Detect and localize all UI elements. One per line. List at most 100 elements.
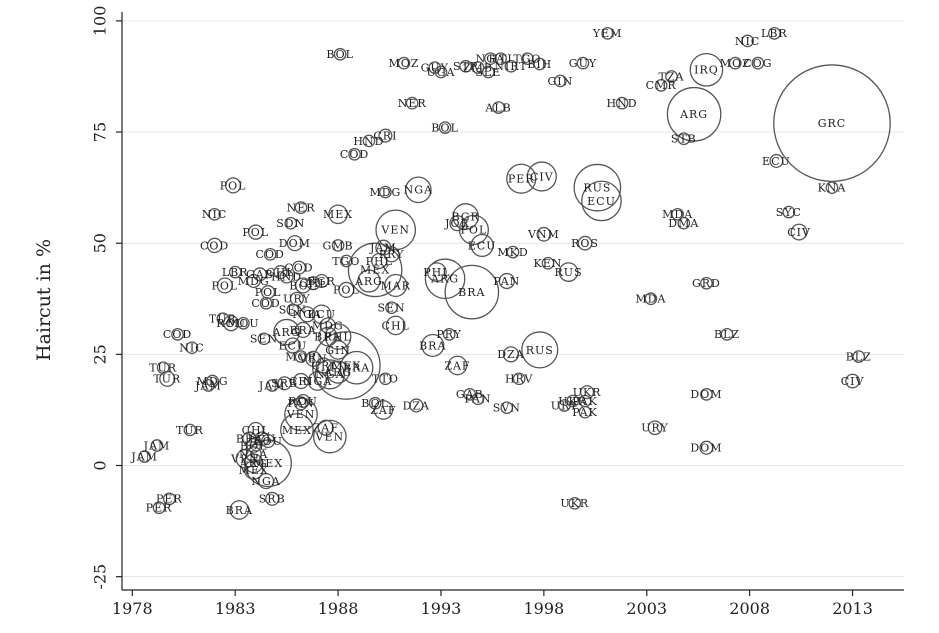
point-label: MEX xyxy=(253,457,283,470)
point-label: VEN xyxy=(315,430,345,443)
point-label: PRY xyxy=(436,328,462,341)
data-bubble xyxy=(294,201,308,214)
point-label: ZAF xyxy=(370,404,396,417)
point-label: POL xyxy=(212,279,239,292)
point-label: TUR xyxy=(149,362,177,375)
data-bubble xyxy=(601,26,615,40)
data-bubble xyxy=(504,59,518,73)
data-bubble xyxy=(536,226,552,242)
point-label: POL xyxy=(220,179,247,192)
point-label: TUR xyxy=(153,373,181,386)
point-label: CMR xyxy=(646,79,677,92)
bubbles xyxy=(138,26,891,520)
point-label: HND xyxy=(353,135,384,148)
point-label: SDN xyxy=(276,217,305,230)
point-label: GAB xyxy=(246,268,274,281)
data-bubble xyxy=(699,440,714,455)
data-bubble xyxy=(558,262,579,282)
data-bubble xyxy=(434,65,448,79)
point-label: COD xyxy=(251,297,280,310)
x-tick-label: 1983 xyxy=(215,599,256,618)
point-label: MEX xyxy=(239,464,269,477)
point-label: ROS xyxy=(571,237,599,250)
data-bubble xyxy=(533,57,547,71)
point-label: UKR xyxy=(558,395,587,408)
data-bubble xyxy=(162,492,176,506)
point-label: COD xyxy=(284,262,313,275)
grid-lines xyxy=(122,20,904,578)
point-label: PER xyxy=(508,173,535,186)
x-tick-label: 1978 xyxy=(112,599,153,618)
data-bubble xyxy=(228,265,242,279)
point-label: TUR xyxy=(176,424,204,437)
point-label: SRB xyxy=(259,493,286,506)
data-bubble xyxy=(202,379,215,392)
point-label: PAN xyxy=(493,275,520,288)
point-label: RUS xyxy=(526,344,554,357)
data-bubble xyxy=(328,340,348,360)
point-label: STB xyxy=(671,133,697,146)
point-label: SYC xyxy=(776,206,802,219)
point-label: BRA xyxy=(289,324,316,337)
point-label: VEN xyxy=(230,453,260,466)
point-label: JAM xyxy=(194,379,222,392)
point-label: HND xyxy=(607,97,638,110)
y-tick-label: 100 xyxy=(91,6,110,37)
point-label: URY xyxy=(641,422,668,435)
point-label: URY xyxy=(283,293,310,306)
point-label: COD xyxy=(256,248,285,261)
point-label: NGA xyxy=(476,53,505,66)
data-bubble xyxy=(284,337,301,354)
data-bubble xyxy=(647,420,663,436)
data-bubble xyxy=(576,56,590,70)
point-label: TZA xyxy=(658,70,684,83)
data-bubble xyxy=(825,181,839,194)
point-label: ECU xyxy=(278,339,307,352)
point-label: SVN xyxy=(493,402,521,415)
data-bubble xyxy=(512,372,526,386)
data-bubble xyxy=(409,398,424,413)
point-label: NGA xyxy=(404,184,433,197)
point-label: BGR xyxy=(307,275,335,288)
data-bubble xyxy=(385,301,398,315)
point-label: KNA xyxy=(818,181,847,194)
data-bubble xyxy=(671,207,684,221)
data-bubble xyxy=(379,372,392,386)
point-label: YEM xyxy=(592,27,623,40)
point-label: ECU xyxy=(762,155,791,168)
point-label: DZA xyxy=(403,399,430,412)
point-label: MDA xyxy=(635,293,666,306)
point-label: VEN xyxy=(286,408,316,421)
data-bubble xyxy=(246,273,261,289)
data-bubble xyxy=(150,439,164,452)
point-label: MEX xyxy=(282,424,312,437)
point-label: NGA xyxy=(251,475,280,488)
data-bubble xyxy=(243,453,264,474)
data-bubble xyxy=(768,26,781,40)
point-label: RUS xyxy=(583,181,611,194)
data-bubble xyxy=(293,396,309,411)
point-label: POL xyxy=(333,284,360,297)
point-label: TTO xyxy=(372,373,399,386)
x-tick-label: 1993 xyxy=(421,599,462,618)
point-label: PER xyxy=(146,502,173,515)
data-bubble xyxy=(273,318,300,346)
data-bubble xyxy=(852,350,866,363)
point-label: ARG xyxy=(323,366,352,379)
point-label: BLZ xyxy=(714,328,740,341)
data-bubble xyxy=(222,315,240,332)
point-label: ARG xyxy=(679,108,708,121)
data-bubble xyxy=(171,327,184,341)
point-label: BRA xyxy=(226,504,253,517)
point-label: COD xyxy=(163,328,192,341)
point-label: BRA xyxy=(419,339,446,352)
point-label: TGO xyxy=(332,255,360,268)
x-tick-label: 1988 xyxy=(318,599,359,618)
data-bubble xyxy=(424,258,466,300)
point-label: TUR xyxy=(209,313,237,326)
point-label: SRB xyxy=(271,377,298,390)
point-label: JOR xyxy=(444,217,470,230)
point-label: SEN xyxy=(279,304,307,317)
point-label: TGO xyxy=(513,53,541,66)
point-label: NIC xyxy=(202,208,227,221)
